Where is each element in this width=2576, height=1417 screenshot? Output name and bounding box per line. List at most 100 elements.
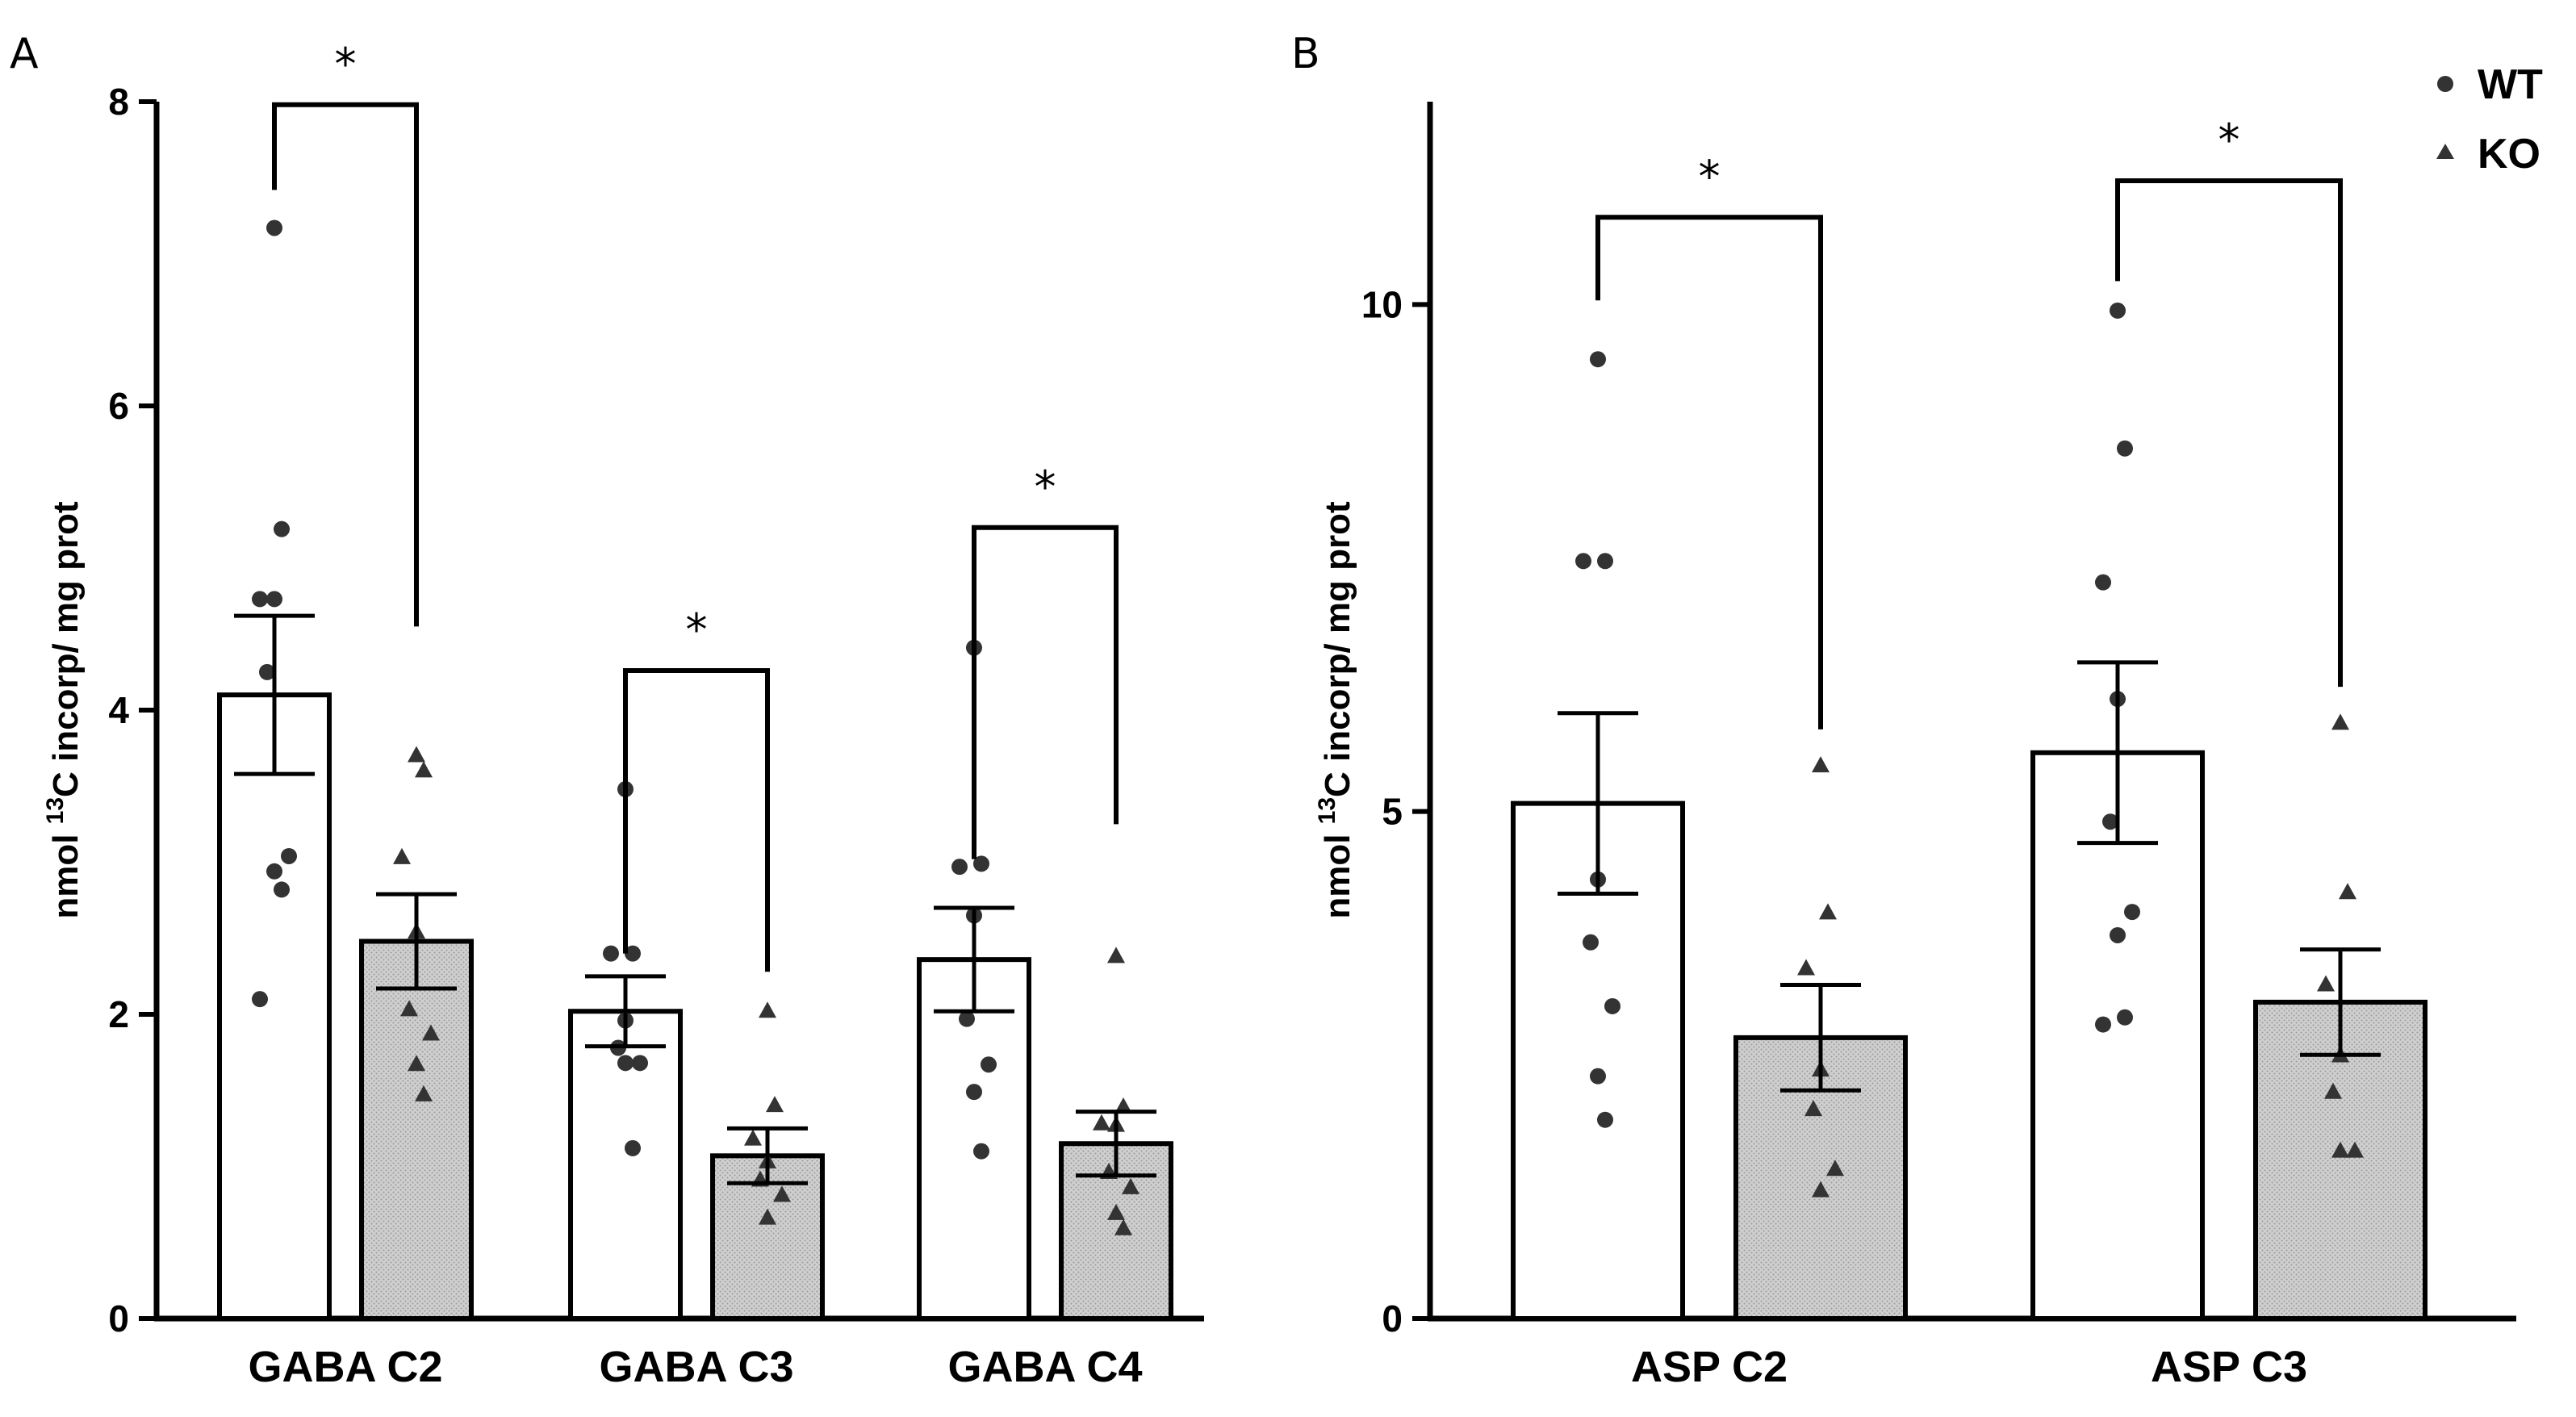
panel-a-bar-ko [359, 938, 474, 1322]
panel-a-point-wt [259, 663, 275, 680]
panel-b-point-ko [1826, 1160, 1844, 1177]
panel-a-significance-star: * [335, 39, 357, 90]
panel-a-point-wt [973, 1143, 989, 1160]
panel-a-point-ko [773, 1185, 791, 1202]
panel-b-point-wt [2110, 926, 2126, 943]
panel-a-bar-wt [917, 957, 1031, 1321]
panel-a-point-ko [1122, 1177, 1140, 1194]
panel-a-point-wt [973, 855, 989, 872]
panel-b-point-wt [1597, 1111, 1613, 1128]
panel-a-point-wt [266, 591, 282, 608]
panel-b-point-wt [1597, 553, 1613, 570]
panel-b-point-ko [2324, 1082, 2342, 1099]
panel-b-point-ko [1819, 903, 1837, 920]
panel-b-point-ko [2331, 1141, 2349, 1158]
panel-b-point-wt [1590, 1068, 1606, 1085]
legend-ko-marker [2436, 144, 2454, 159]
panel-a-point-ko [1114, 1097, 1132, 1114]
panel-a-point-wt [252, 591, 268, 608]
panel-b-point-wt [1604, 997, 1620, 1014]
legend-wt-marker [2437, 76, 2453, 92]
panel-a-point-wt [274, 520, 290, 537]
panel-b-point-wt [2117, 1009, 2133, 1026]
panel-b-point-ko [1812, 1181, 1830, 1198]
panel-a-point-wt [966, 1084, 982, 1101]
legend-ko-label: KO [2478, 131, 2540, 178]
panel-a-significance-star: * [1035, 462, 1056, 512]
panel-a-point-ko [393, 847, 411, 864]
panel-a-point-wt [252, 991, 268, 1008]
panel-a-point-wt [632, 1055, 648, 1072]
legend-wt-label: WT [2478, 61, 2543, 108]
panel-a-point-wt [951, 859, 968, 876]
panel-a-y-tick-label: 4 [108, 689, 129, 731]
panel-a-category-label: GABA C4 [947, 1343, 1142, 1391]
legend: WT KO [2436, 61, 2543, 178]
panel-a-point-wt [281, 847, 297, 864]
panel-a-point-wt [266, 863, 282, 880]
panel-b-point-ko [2317, 975, 2335, 992]
panel-b-point-ko [1797, 959, 1815, 976]
panel-a-point-wt [266, 219, 282, 236]
panel-a-point-wt [625, 945, 641, 962]
panel-a-point-ko [759, 1208, 776, 1225]
panel-a-significance-bracket [972, 525, 1119, 859]
panel-a-bar-wt [217, 692, 332, 1321]
panel-a-point-ko [415, 1085, 433, 1101]
panel-a-point-ko [400, 1000, 418, 1017]
panel-b-letter: B [1291, 30, 1320, 78]
panel-b: B 0 5 10 nmol 13C incorp/ mg prot ASP C2 ASP … [1291, 30, 2516, 1391]
panel-b-point-wt [2124, 904, 2140, 921]
panel-b-point-ko [1812, 756, 1830, 773]
panel-b-significance-bracket [1595, 215, 1823, 729]
panel-a-y-axis-label: nmol 13C incorp/ mg prot [42, 501, 86, 919]
panel-b-point-ko [2339, 883, 2356, 900]
panel-a-point-ko [415, 761, 433, 778]
panel-b-bar-wt [2030, 750, 2205, 1321]
panel-b-point-wt [1575, 553, 1591, 570]
panel-a-y-tick-label: 8 [108, 81, 129, 123]
panel-b-category-label: ASP C2 [1631, 1343, 1788, 1391]
panel-b-y-tick-label: 5 [1382, 791, 1403, 833]
panel-a-point-ko [1093, 1114, 1110, 1131]
panel-a-significance-bracket [272, 102, 419, 627]
panel-b-significance-bracket [2115, 178, 2343, 688]
panel-a-point-wt [603, 945, 619, 962]
panel-a-point-ko [744, 1129, 762, 1146]
panel-b-point-wt [2095, 1016, 2111, 1033]
panel-b-point-wt [2102, 813, 2118, 830]
panel-a-point-wt [274, 881, 290, 898]
panel-a-point-ko [408, 1055, 425, 1072]
panel-b-point-ko [1804, 1100, 1822, 1117]
panel-b-significance-star: * [1699, 151, 1721, 202]
panel-a-point-ko [1107, 947, 1125, 963]
panel-a-y-tick-label: 6 [108, 385, 129, 427]
panel-a: A 0 2 4 6 8 nmol 13C incorp/ mg prot GABA C2 GA… [10, 30, 1204, 1391]
panel-a-point-wt [617, 1055, 634, 1072]
panel-a-letter: A [10, 30, 39, 78]
panel-a-category-label: GABA C2 [248, 1343, 442, 1391]
panel-b-point-ko [2346, 1141, 2364, 1158]
panel-a-significance-bracket [623, 667, 770, 972]
panel-b-significance-star: * [2218, 115, 2240, 165]
panel-a-y-tick-label: 0 [108, 1298, 129, 1340]
panel-b-y-tick-label: 10 [1361, 283, 1403, 325]
panel-b-y-axis-label: nmol 13C incorp/ mg prot [1314, 501, 1357, 919]
panel-a-y-tick-label: 2 [108, 993, 129, 1035]
panel-b-point-wt [2110, 302, 2126, 319]
panel-a-point-ko [408, 746, 425, 763]
panel-b-point-wt [2095, 574, 2111, 591]
panel-a-category-label: GABA C3 [599, 1343, 793, 1391]
panel-b-y-tick-label: 0 [1382, 1298, 1403, 1340]
panel-b-point-wt [1590, 351, 1606, 368]
panel-a-point-wt [959, 1010, 975, 1027]
panel-b-category-label: ASP C3 [2151, 1343, 2307, 1391]
panel-a-point-ko [766, 1096, 784, 1113]
panel-a-point-ko [422, 1024, 440, 1041]
panel-a-point-ko [1114, 1218, 1132, 1235]
panel-a-significance-star: * [686, 604, 708, 655]
panel-b-point-ko [2331, 713, 2349, 730]
panel-a-point-wt [981, 1056, 997, 1073]
panel-a-point-ko [1107, 1203, 1125, 1220]
